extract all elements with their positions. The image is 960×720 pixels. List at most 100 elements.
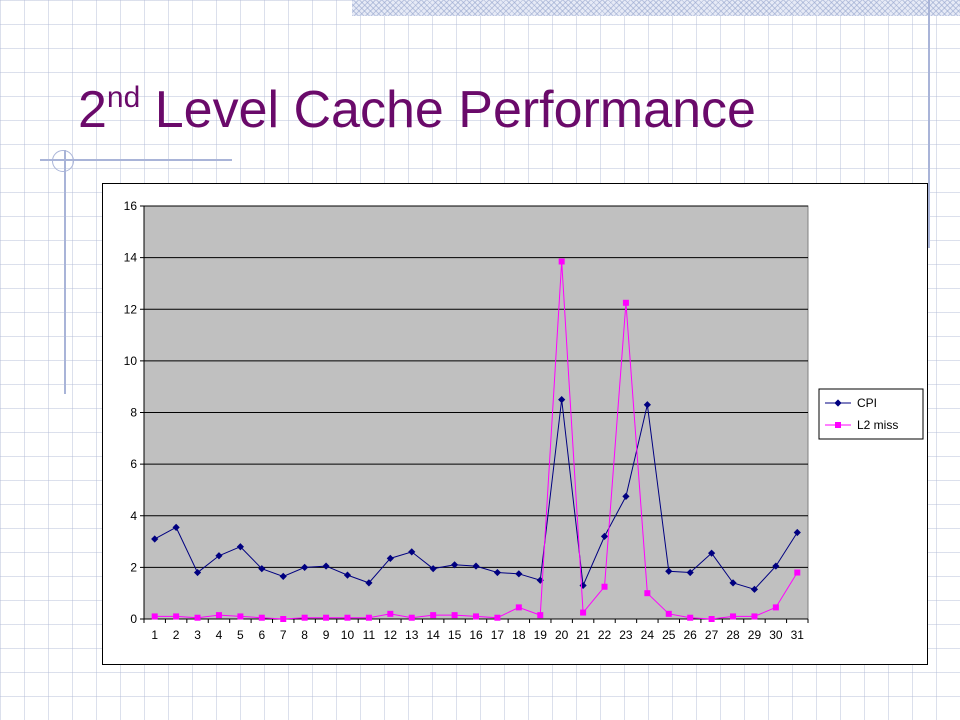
legend: CPI L2 miss xyxy=(818,388,924,440)
data-point xyxy=(622,299,629,306)
data-point xyxy=(173,613,180,620)
data-point xyxy=(493,568,502,577)
y-tick-label: 4 xyxy=(130,509,137,523)
x-tick-label: 23 xyxy=(619,628,633,642)
data-point xyxy=(622,492,630,500)
data-point xyxy=(194,614,201,621)
right-vertical-rule xyxy=(928,0,930,248)
title-rest: Level Cache Performance xyxy=(140,81,756,139)
data-point xyxy=(708,549,716,557)
x-tick-label: 25 xyxy=(662,628,676,642)
y-tick-label: 0 xyxy=(130,612,137,626)
slide-title: 2nd Level Cache Performance xyxy=(78,80,756,140)
x-tick-label: 3 xyxy=(194,628,201,642)
y-tick-label: 6 xyxy=(130,457,137,471)
x-tick-label: 21 xyxy=(576,628,590,642)
x-tick-label: 13 xyxy=(405,628,419,642)
data-point xyxy=(665,610,672,617)
data-point xyxy=(793,528,801,537)
x-tick-label: 2 xyxy=(173,628,180,642)
title-underline-rule xyxy=(40,159,232,161)
legend-box xyxy=(818,388,924,440)
data-point xyxy=(215,552,223,560)
data-point xyxy=(751,613,758,620)
data-point xyxy=(387,610,394,617)
data-point xyxy=(558,258,565,265)
data-point xyxy=(258,565,266,573)
data-point xyxy=(450,561,459,569)
x-tick-label: 9 xyxy=(323,628,330,642)
data-point xyxy=(708,616,715,622)
x-tick-label: 15 xyxy=(448,628,462,642)
y-tick-label: 12 xyxy=(124,302,138,316)
x-tick-label: 17 xyxy=(491,628,505,642)
data-point xyxy=(750,585,759,593)
x-tick-label: 12 xyxy=(384,628,398,642)
data-point xyxy=(236,543,244,551)
data-point xyxy=(386,554,394,562)
x-tick-label: 26 xyxy=(684,628,698,642)
data-point xyxy=(280,616,287,622)
data-point xyxy=(430,612,437,619)
data-point xyxy=(408,614,415,621)
data-point xyxy=(301,614,308,621)
data-point xyxy=(772,604,779,611)
chart-frame: 0 2 4 6 8 10 12 14 16 1 2 3 4 5 6 7 8 9 10 11 12 13 14 15 16 17 18… xyxy=(102,183,928,665)
title-main: 2 xyxy=(78,81,107,139)
left-vertical-rule xyxy=(64,150,66,394)
data-point xyxy=(772,562,780,570)
x-tick-label: 14 xyxy=(426,628,440,642)
data-point xyxy=(365,614,372,621)
data-point xyxy=(687,614,694,621)
y-tick-label: 8 xyxy=(130,406,137,420)
y-tick-label: 14 xyxy=(124,251,138,265)
data-point xyxy=(451,612,458,619)
data-point xyxy=(258,614,265,621)
data-point xyxy=(558,395,566,404)
data-point xyxy=(600,532,609,540)
x-tick-label: 11 xyxy=(363,628,376,642)
data-point xyxy=(172,523,180,531)
x-tick-label: 1 xyxy=(151,628,158,642)
x-tick-label: 7 xyxy=(280,628,287,642)
data-point xyxy=(473,613,479,620)
legend-marker xyxy=(834,399,842,407)
data-point xyxy=(323,614,330,621)
data-point xyxy=(729,579,737,587)
data-point xyxy=(408,548,416,556)
x-tick-label: 6 xyxy=(258,628,265,642)
data-point xyxy=(537,612,544,619)
data-point xyxy=(193,568,202,577)
x-tick-label: 24 xyxy=(641,628,655,642)
header-pattern-band xyxy=(352,0,960,16)
x-tick-label: 22 xyxy=(598,628,612,642)
x-tick-label: 18 xyxy=(512,628,526,642)
x-tick-label: 16 xyxy=(469,628,483,642)
data-point xyxy=(151,613,158,620)
data-point xyxy=(686,568,694,577)
y-tick-label: 10 xyxy=(124,354,138,368)
x-tick-label: 8 xyxy=(301,628,308,642)
y-tick-label: 16 xyxy=(124,199,138,213)
y-tick-label: 2 xyxy=(130,560,137,574)
data-point xyxy=(794,569,801,576)
x-tick-label: 4 xyxy=(216,628,223,642)
data-point xyxy=(344,614,351,621)
data-point xyxy=(151,535,159,543)
data-point xyxy=(644,590,651,597)
legend-marker xyxy=(835,422,841,428)
x-tick-label: 27 xyxy=(705,628,719,642)
title-superscript: nd xyxy=(106,81,141,114)
data-point xyxy=(215,612,222,619)
data-point xyxy=(580,609,587,616)
legend-label: CPI xyxy=(857,396,877,410)
ring-ornament xyxy=(52,150,74,172)
data-point xyxy=(237,613,244,620)
x-tick-label: 5 xyxy=(237,628,244,642)
x-tick-label: 10 xyxy=(341,628,355,642)
x-tick-label: 19 xyxy=(534,628,548,642)
data-point xyxy=(515,570,523,578)
data-point xyxy=(665,567,673,575)
data-point xyxy=(494,614,501,621)
